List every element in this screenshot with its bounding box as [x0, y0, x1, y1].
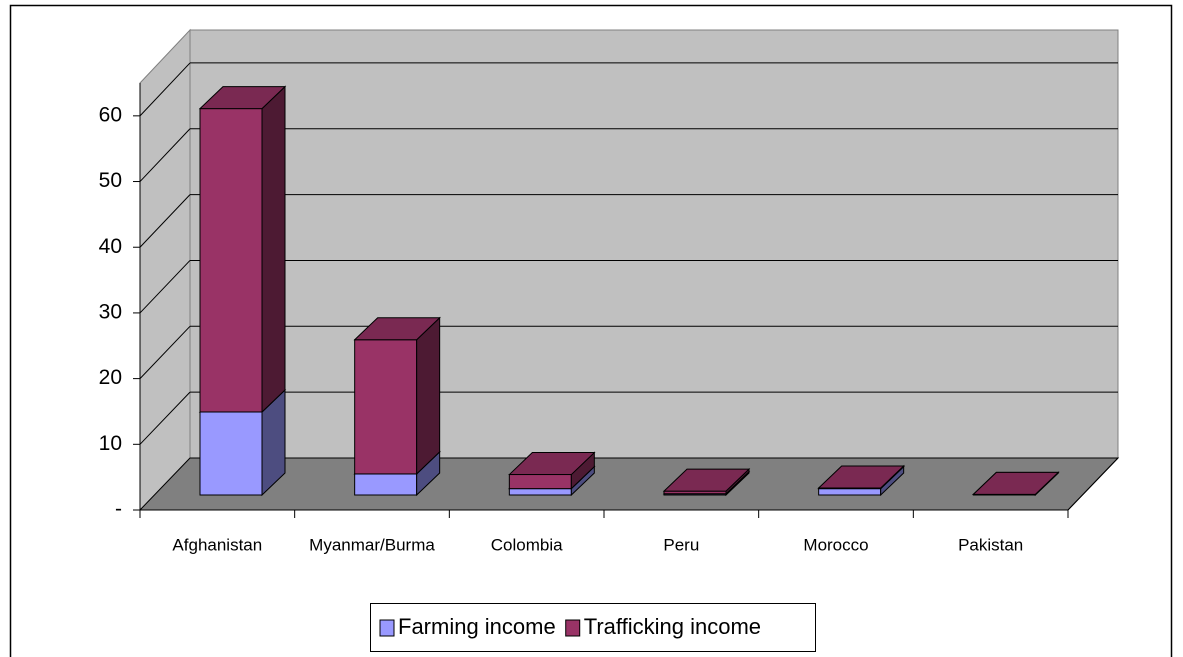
y-tick-label: 10 — [99, 432, 122, 455]
legend-swatch — [379, 619, 395, 637]
x-tick-label: Colombia — [491, 535, 563, 554]
y-tick-label: 60 — [99, 103, 122, 126]
bar-segment — [199, 108, 263, 413]
x-tick-label: Peru — [663, 535, 699, 554]
bar-segment — [508, 474, 572, 490]
floor-edge — [1067, 457, 1119, 511]
legend-label: Farming income — [398, 614, 556, 639]
grid-line — [139, 128, 191, 182]
side-wall — [139, 28, 191, 512]
bar-segment — [354, 339, 418, 475]
bar-top — [353, 317, 441, 341]
grid-line — [139, 194, 191, 248]
bar-top — [198, 86, 287, 110]
bar-segment — [199, 411, 263, 496]
bar-segment — [818, 488, 882, 496]
bar-segment — [354, 473, 418, 496]
legend-label: Trafficking income — [584, 614, 761, 639]
y-tick-label: 30 — [99, 300, 122, 323]
grid-line — [139, 260, 191, 314]
y-tick-label: 40 — [99, 235, 122, 258]
y-tick-label: - — [115, 498, 122, 521]
x-tick-label: Pakistan — [958, 535, 1023, 554]
y-tick-label: 20 — [99, 366, 122, 389]
grid-line — [139, 391, 191, 445]
x-tick-label: Myanmar/Burma — [309, 535, 435, 554]
x-tick-label: Afghanistan — [172, 535, 262, 554]
legend — [370, 603, 816, 652]
bar-side — [416, 316, 441, 476]
bar-top — [662, 468, 751, 492]
bar-side — [261, 85, 286, 414]
grid-line — [139, 325, 191, 379]
bar-top — [817, 465, 905, 489]
back-wall — [189, 29, 1119, 459]
bar-segment — [508, 488, 572, 496]
y-tick-label: 50 — [99, 169, 122, 192]
legend-swatch — [565, 619, 581, 637]
bar-top — [508, 452, 596, 476]
floor — [138, 457, 1120, 511]
grid-line — [139, 62, 191, 117]
bar-top — [972, 471, 1060, 495]
x-tick-label: Morocco — [803, 535, 868, 554]
